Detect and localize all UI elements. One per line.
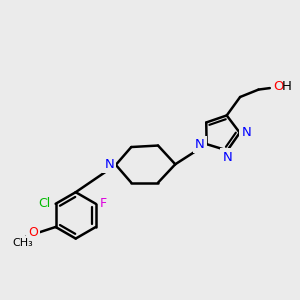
Text: Cl: Cl (38, 197, 51, 210)
Text: N: N (195, 138, 205, 151)
Text: F: F (100, 197, 107, 210)
Text: N: N (242, 126, 251, 139)
Text: N: N (223, 151, 232, 164)
Text: O: O (28, 226, 38, 239)
Text: N: N (104, 158, 114, 171)
Text: H: H (281, 80, 291, 93)
Text: CH₃: CH₃ (12, 238, 33, 248)
Text: O: O (273, 80, 284, 93)
